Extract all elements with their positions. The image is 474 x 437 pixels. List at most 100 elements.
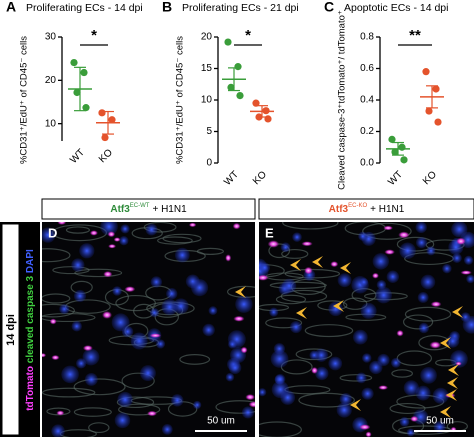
tdtomato	[365, 431, 372, 437]
condition: + H1N1	[370, 204, 405, 215]
genotype: EC-KO	[348, 203, 367, 209]
tdtomato	[108, 244, 117, 249]
nucleus	[352, 329, 368, 345]
arrowhead	[290, 259, 301, 271]
panel-label: C	[324, 0, 334, 15]
nucleus	[280, 242, 291, 253]
nucleus	[202, 323, 215, 337]
data-point	[227, 83, 235, 91]
tissue	[259, 421, 302, 437]
nucleus	[415, 237, 428, 249]
chart-title: Proliferating ECs - 14 dpi	[26, 2, 143, 14]
error-bar	[74, 66, 86, 112]
nucleus	[314, 348, 329, 362]
tdtomato	[232, 222, 241, 230]
data-point	[82, 104, 90, 112]
tissue	[196, 247, 224, 255]
y-tick-label: 10	[201, 95, 213, 106]
scale-bar-label: 50 um	[207, 416, 235, 427]
tissue	[42, 312, 96, 323]
data-point	[108, 116, 116, 124]
tdtomato	[455, 361, 462, 366]
nucleus	[376, 279, 387, 290]
nucleus	[119, 236, 129, 246]
x-tick-label: KO	[97, 147, 115, 165]
panel-label: D	[48, 225, 57, 240]
significance: *	[245, 27, 251, 44]
tdtomato	[233, 315, 245, 322]
tdtomato	[56, 410, 65, 416]
error-bar	[102, 110, 114, 135]
y-axis-label: Cleaved caspase-3⁺tdTomato⁺/ tdTomato⁺	[337, 10, 348, 190]
nucleus	[466, 274, 474, 284]
tdtomato	[456, 237, 466, 245]
tdtomato	[304, 266, 313, 275]
data-point	[422, 68, 430, 76]
arrowhead	[333, 300, 344, 312]
tissue	[52, 266, 90, 275]
tdtomato	[372, 272, 379, 279]
nucleus	[82, 348, 100, 366]
tissue	[282, 222, 339, 230]
tdtomato	[248, 401, 255, 408]
nucleus	[281, 278, 297, 294]
nucleus	[161, 298, 178, 316]
error-bar	[426, 85, 438, 109]
condition: + H1N1	[152, 204, 187, 215]
tdtomato	[103, 271, 113, 278]
tissue	[42, 248, 71, 263]
timepoint: 14 dpi	[5, 314, 17, 346]
arrowhead	[440, 337, 451, 349]
tissue	[73, 407, 112, 417]
nucleus	[112, 286, 122, 296]
y-axis-label: %CD31⁺/EdU⁺ of CD45⁻ cells	[175, 36, 186, 164]
y-tick-label: 0	[206, 158, 212, 169]
nucleus	[415, 385, 431, 401]
tdtomato	[113, 237, 121, 242]
nucleus	[71, 258, 85, 272]
nucleus	[228, 361, 242, 375]
tissue	[42, 303, 75, 318]
y-tick-label: 20	[45, 75, 57, 86]
gene: Atf3	[110, 204, 130, 215]
nucleus	[420, 366, 437, 384]
tissue	[339, 374, 373, 382]
tissue	[115, 294, 156, 312]
nucleus	[166, 288, 178, 300]
nucleus	[259, 388, 267, 397]
nucleus	[114, 412, 131, 429]
arrowhead	[447, 377, 458, 389]
data-point	[236, 91, 244, 100]
y-axis-label: %CD31⁺/EdU⁺ of CD45⁻ cells	[19, 36, 30, 164]
tdtomato	[460, 270, 472, 275]
nucleus	[161, 424, 173, 435]
chart-title: Proliferating ECs - 21 dpi	[182, 2, 299, 14]
nucleus	[171, 394, 184, 407]
nucleus	[121, 325, 134, 338]
data-point	[425, 107, 433, 115]
nucleus	[339, 392, 352, 406]
tdtomato	[188, 222, 197, 228]
tdtomato	[383, 225, 393, 231]
x-tick-label: WT	[68, 147, 87, 166]
nucleus	[270, 350, 289, 368]
tdtomato	[49, 318, 57, 325]
x-tick-label: KO	[251, 169, 269, 187]
nucleus	[462, 315, 474, 334]
data-point	[391, 148, 399, 156]
tissue	[88, 422, 110, 434]
nucleus	[418, 322, 430, 334]
tdtomato	[245, 394, 255, 401]
data-point	[70, 58, 78, 67]
data-point	[264, 115, 272, 123]
tissue	[215, 400, 255, 414]
panel-label: B	[162, 0, 172, 15]
error-bar	[228, 67, 240, 92]
arrowhead	[296, 307, 307, 319]
arrowhead	[440, 406, 451, 418]
arrowhead	[340, 262, 351, 274]
nucleus	[442, 263, 452, 274]
tdtomato	[57, 222, 67, 225]
tissue	[42, 387, 96, 398]
nucleus	[362, 353, 372, 363]
